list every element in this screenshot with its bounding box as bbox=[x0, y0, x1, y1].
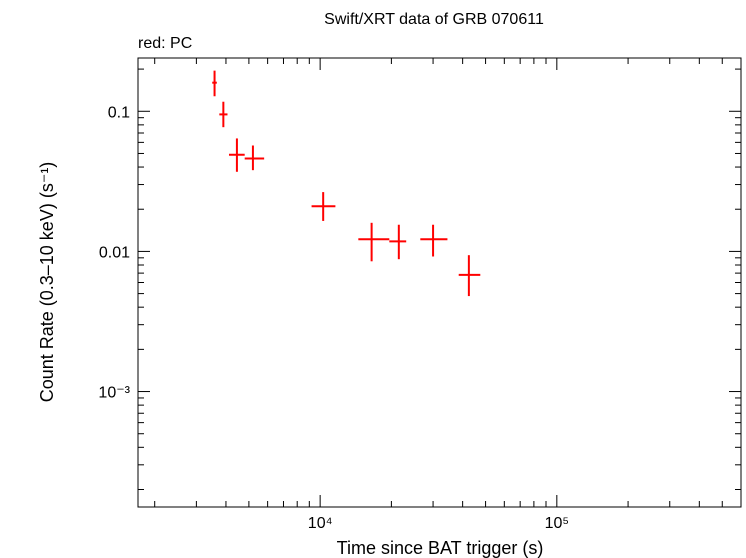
data-point bbox=[228, 138, 245, 172]
data-points bbox=[212, 70, 481, 297]
plot-frame bbox=[137, 57, 742, 508]
data-point bbox=[219, 101, 228, 128]
y-axis-label: Count Rate (0.3–10 keV) (s⁻¹) bbox=[37, 162, 57, 403]
data-point bbox=[212, 70, 217, 97]
data-point bbox=[244, 145, 265, 171]
data-point bbox=[420, 224, 448, 257]
data-point bbox=[311, 192, 336, 221]
data-point bbox=[358, 222, 390, 262]
chart-subtitle: red: PC bbox=[138, 35, 192, 52]
data-point bbox=[389, 224, 407, 260]
y-tick-label: 0.01 bbox=[99, 244, 130, 261]
chart-title: Swift/XRT data of GRB 070611 bbox=[324, 11, 544, 28]
data-point bbox=[458, 255, 481, 297]
y-tick-label: 0.1 bbox=[108, 104, 130, 121]
x-tick-label: 10⁵ bbox=[545, 515, 569, 532]
x-axis-label: Time since BAT trigger (s) bbox=[337, 538, 544, 558]
x-tick-label: 10⁴ bbox=[308, 515, 333, 532]
axis-tick-labels: 10⁴ 10⁵ 0.1 0.01 10⁻³ bbox=[98, 104, 569, 532]
y-tick-label: 10⁻³ bbox=[98, 385, 130, 402]
axis-ticks bbox=[138, 58, 742, 507]
